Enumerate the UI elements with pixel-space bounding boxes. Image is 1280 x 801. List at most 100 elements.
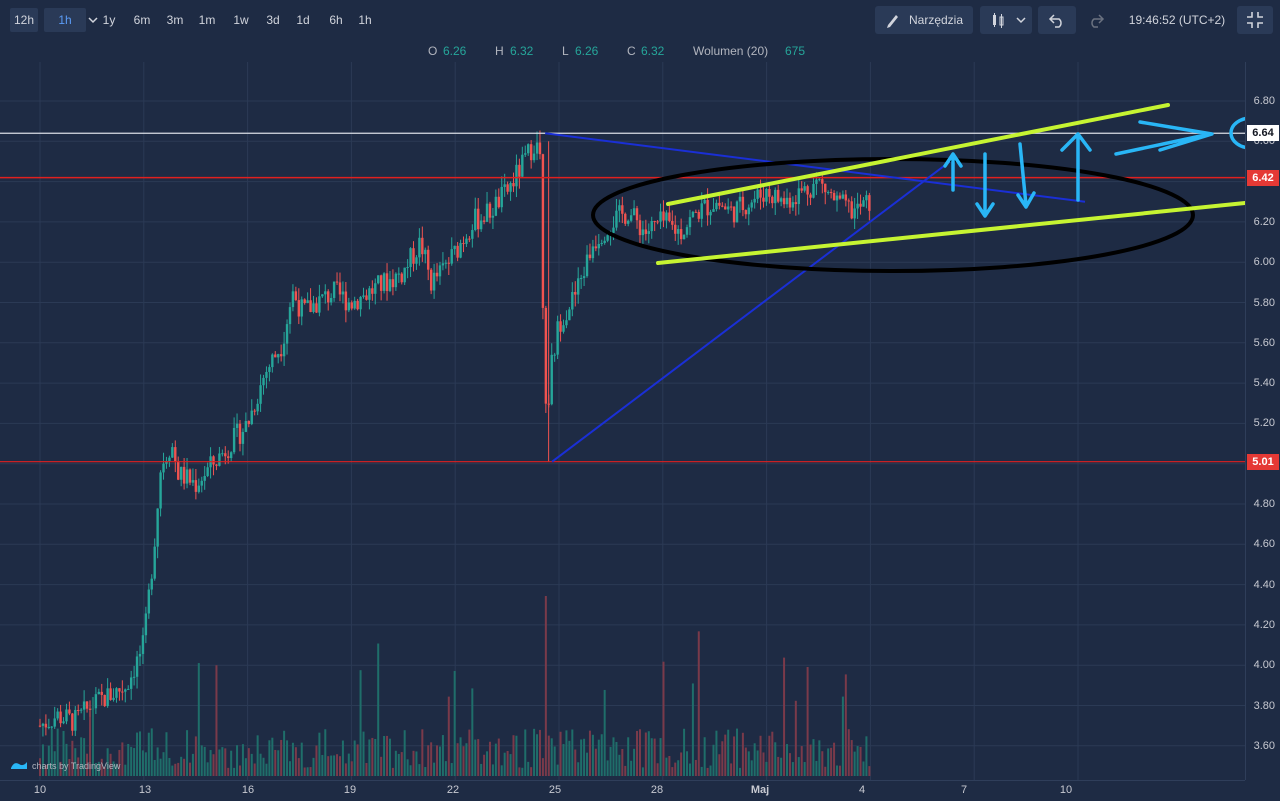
volume-bar — [777, 756, 780, 776]
volume-bar — [694, 759, 697, 776]
timeframe-1y[interactable]: 1y — [102, 13, 116, 27]
volume-bar — [580, 739, 583, 776]
candle-body — [821, 179, 824, 184]
timeframe-1m[interactable]: 1m — [198, 13, 216, 27]
top-toolbar: 12h 1h 1y 6m 3m 1m 1w 3d 1d 6h 1h Narzędzia 19:46:… — [0, 0, 1280, 38]
arrow-down-1 — [975, 152, 995, 218]
candle-body — [747, 207, 750, 215]
candle-body — [362, 295, 365, 297]
volume-bar — [430, 742, 433, 776]
candle-body — [82, 701, 86, 710]
price-axis[interactable]: 6.80 6.60 6.20 6.00 5.80 5.60 5.40 5.20 4.80 4.60… — [1245, 62, 1280, 780]
candle-body — [453, 245, 456, 250]
undo-button[interactable] — [1038, 6, 1076, 34]
low-label: L — [562, 44, 569, 58]
candle-body — [571, 291, 574, 310]
timeframe-3m[interactable]: 3m — [166, 13, 184, 27]
candle-body — [65, 709, 68, 722]
timeframe-6m[interactable]: 6m — [133, 13, 151, 27]
timeframe-1w[interactable]: 1w — [233, 13, 249, 27]
volume-bar — [336, 754, 339, 776]
volume-bar — [859, 746, 862, 776]
volume-bar — [597, 739, 600, 776]
timeframe-6h[interactable]: 6h — [329, 13, 343, 27]
volume-bar — [821, 751, 824, 776]
candle-body — [350, 302, 353, 309]
timeframe-1h[interactable]: 1h — [44, 8, 86, 32]
volume-bar — [371, 737, 374, 776]
volume-bar — [180, 756, 183, 776]
timeframe-3d[interactable]: 3d — [266, 13, 280, 27]
candle-body — [624, 213, 627, 224]
fullscreen-button[interactable] — [1237, 6, 1273, 34]
volume-bar — [256, 735, 259, 776]
volume-bar — [688, 763, 691, 776]
volume-bar — [271, 737, 274, 776]
candle-body — [635, 208, 639, 221]
candle-body — [353, 300, 356, 309]
volume-bar — [365, 763, 368, 776]
chart-type-button[interactable] — [980, 6, 1032, 34]
candle-body — [462, 243, 465, 245]
redo-button[interactable] — [1082, 8, 1110, 32]
volume-bar — [233, 767, 236, 776]
candle-body — [262, 377, 265, 386]
consolidation-ellipse — [591, 157, 1195, 273]
arrow-down-2 — [1016, 142, 1036, 209]
candle-body — [535, 142, 539, 154]
volume-bar — [88, 716, 91, 776]
tools-button[interactable]: Narzędzia — [875, 6, 973, 34]
candle-body — [147, 589, 151, 614]
candle-body — [556, 321, 559, 355]
tradingview-branding[interactable]: charts by TradingView — [10, 760, 120, 772]
candle-body — [138, 653, 142, 657]
candle-body — [174, 447, 177, 462]
candle-body — [77, 709, 80, 711]
candle-body — [432, 272, 436, 291]
arrow-up-1 — [943, 152, 963, 192]
candle-body — [756, 189, 759, 199]
time-axis[interactable]: 10 13 16 19 22 25 28 Maj 4 7 10 — [0, 780, 1245, 801]
volume-bar — [491, 764, 494, 776]
candle-body — [379, 275, 383, 291]
candle-body — [753, 198, 756, 203]
volume-bar — [768, 735, 771, 776]
candle-body — [627, 220, 630, 224]
timeframe-1d[interactable]: 1d — [296, 13, 310, 27]
volume-bar — [327, 756, 330, 776]
candle-body — [700, 203, 703, 219]
price-chart[interactable] — [0, 62, 1245, 780]
volume-bar — [806, 667, 809, 776]
volume-bar — [844, 674, 847, 776]
candle-body — [665, 212, 668, 221]
volume-bar — [200, 745, 203, 776]
undo-icon — [1048, 6, 1066, 44]
timeframe-12h[interactable]: 12h — [10, 8, 38, 32]
candle-body — [256, 403, 259, 412]
candle-body — [718, 202, 721, 206]
volume-bar — [424, 767, 427, 776]
volume-bar — [591, 734, 594, 776]
volume-bar — [247, 748, 250, 776]
candle-body — [582, 276, 586, 279]
candle-body — [441, 263, 445, 266]
volume-bar — [556, 764, 559, 776]
candle-body — [235, 423, 239, 428]
volume-bar — [724, 734, 727, 776]
time-tick: 16 — [241, 784, 255, 796]
volume-bar — [156, 747, 159, 776]
candle-body — [232, 427, 236, 453]
volume-bar — [521, 767, 524, 776]
candle-body — [47, 726, 51, 728]
candle-body — [179, 466, 183, 480]
price-tick: 4.80 — [1253, 498, 1275, 510]
candle-body — [835, 195, 839, 201]
volume-bar — [74, 748, 77, 776]
timeframe-1h[interactable]: 1h — [358, 13, 372, 27]
volume-bar — [221, 747, 224, 776]
volume-bar — [91, 697, 94, 776]
price-tick: 4.40 — [1253, 578, 1275, 591]
volume-bar — [659, 738, 662, 776]
volume-bar — [391, 767, 394, 776]
volume-bar — [594, 748, 597, 776]
